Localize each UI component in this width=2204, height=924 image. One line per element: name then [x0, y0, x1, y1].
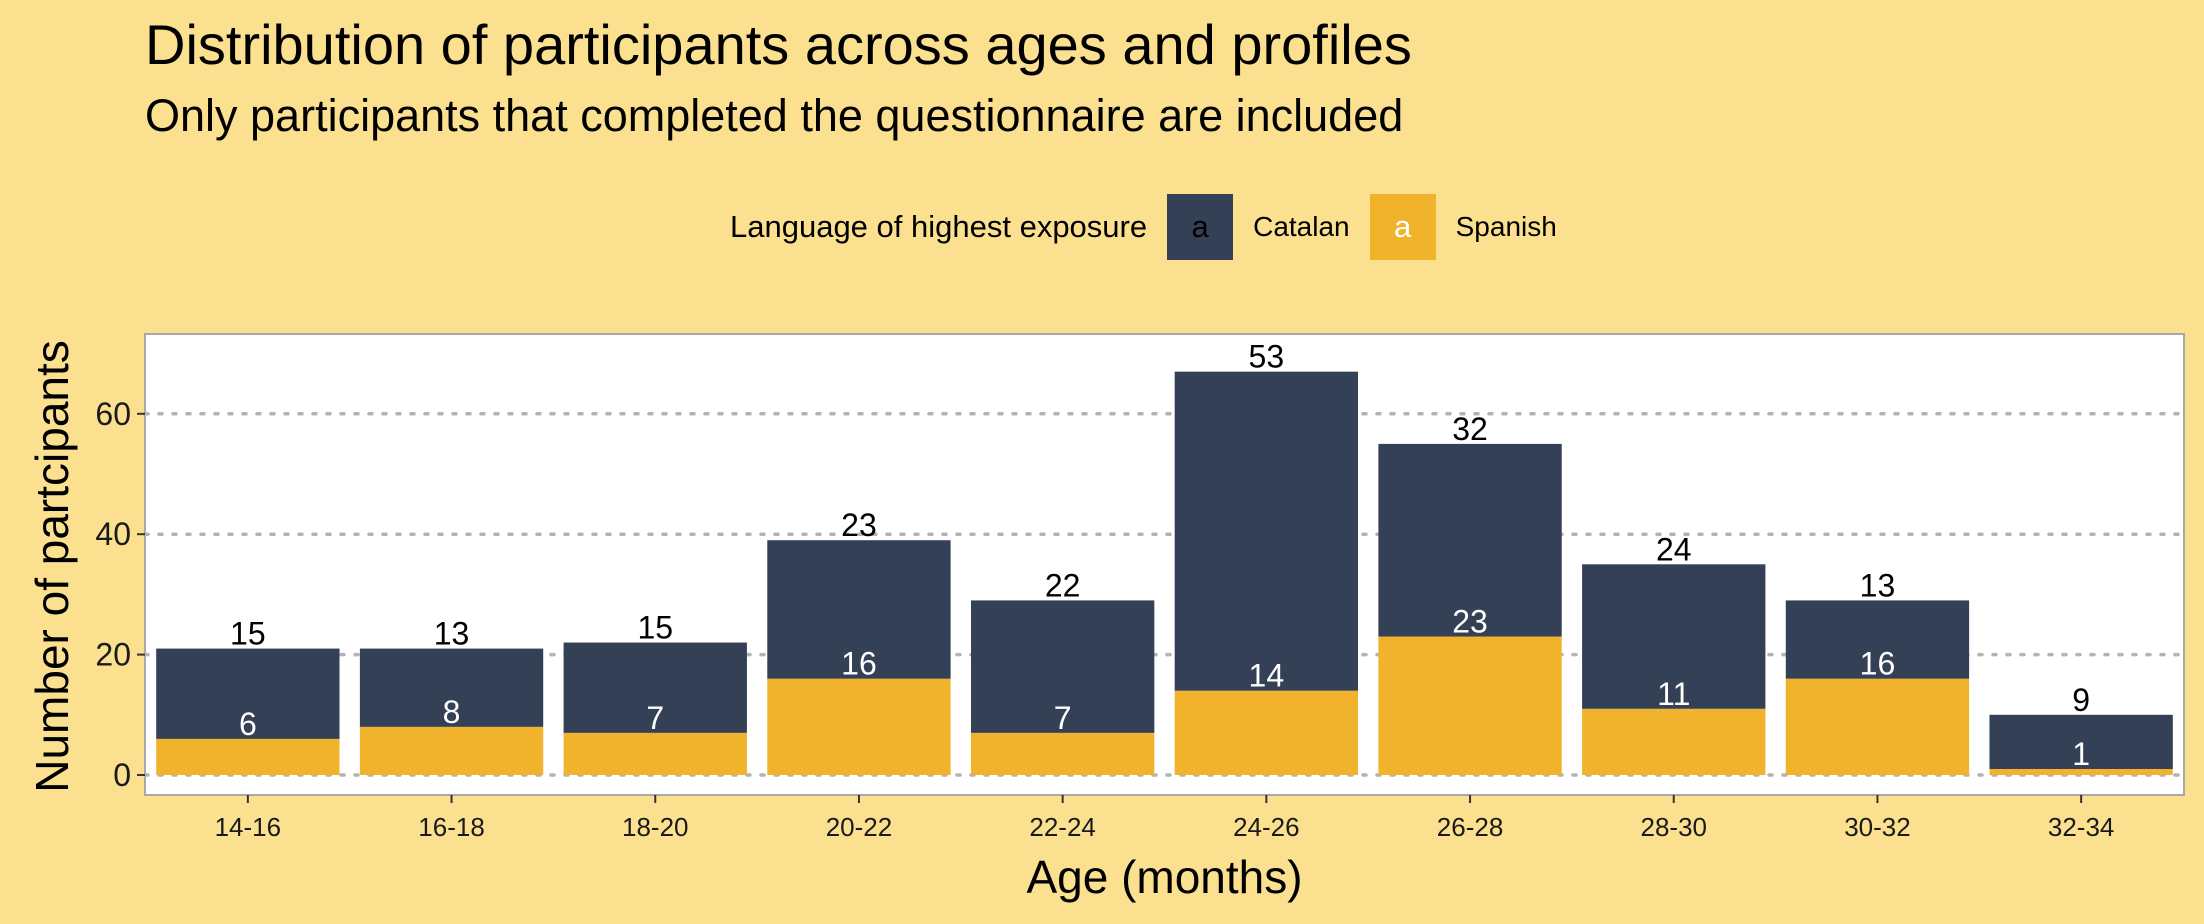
- data-label-catalan: 24: [1656, 531, 1692, 567]
- chart-subtitle: Only participants that completed the que…: [145, 90, 1404, 141]
- x-tick-label: 30-32: [1844, 812, 1911, 842]
- bar-catalan: [563, 642, 747, 733]
- y-tick-label: 0: [113, 757, 131, 793]
- bar-spanish: [1378, 636, 1562, 775]
- x-axis-title: Age (months): [1026, 851, 1302, 903]
- data-label-catalan: 22: [1045, 567, 1081, 603]
- bar-catalan: [1989, 714, 2173, 769]
- data-label-catalan: 53: [1249, 339, 1285, 375]
- bar-spanish: [970, 732, 1155, 775]
- bar-spanish: [1174, 690, 1359, 775]
- bar-catalan: [156, 648, 340, 739]
- x-tick-label: 16-18: [418, 812, 485, 842]
- x-tick-label: 20-22: [826, 812, 893, 842]
- x-tick-label: 24-26: [1233, 812, 1300, 842]
- data-label-catalan: 13: [434, 616, 470, 652]
- data-label-spanish: 7: [646, 700, 664, 736]
- y-tick-label: 20: [95, 637, 131, 673]
- data-label-spanish: 7: [1054, 700, 1072, 736]
- data-label-spanish: 1: [2072, 736, 2090, 772]
- legend: Language of highest exposure a Catalan a…: [730, 193, 1577, 261]
- data-label-catalan: 9: [2072, 682, 2090, 718]
- bar-spanish: [563, 732, 747, 775]
- bar-spanish: [1989, 768, 2173, 775]
- data-label-catalan: 15: [637, 610, 673, 646]
- legend-title: Language of highest exposure: [730, 209, 1148, 244]
- x-tick-label: 32-34: [2048, 812, 2115, 842]
- bar-spanish: [1582, 708, 1766, 775]
- x-tick-label: 22-24: [1029, 812, 1096, 842]
- data-label-spanish: 16: [841, 646, 877, 682]
- x-tick-label: 14-16: [215, 812, 282, 842]
- y-axis-title: Number of partcipants: [26, 340, 78, 793]
- bar-spanish: [156, 738, 340, 775]
- bar-catalan: [359, 648, 544, 727]
- bar-catalan: [1582, 564, 1766, 709]
- data-label-catalan: 32: [1452, 411, 1488, 447]
- bar-catalan: [970, 600, 1155, 733]
- legend-label-catalan: Catalan: [1253, 211, 1350, 242]
- bar-spanish: [359, 726, 544, 775]
- bar-catalan: [1785, 600, 1970, 679]
- y-tick-label: 40: [95, 516, 131, 552]
- bar-catalan: [767, 540, 951, 679]
- data-label-spanish: 23: [1452, 604, 1488, 640]
- x-tick-label: 26-28: [1437, 812, 1504, 842]
- data-label-spanish: 14: [1249, 658, 1285, 694]
- legend-label-spanish: Spanish: [1455, 211, 1557, 242]
- x-tick-label: 18-20: [622, 812, 689, 842]
- data-label-spanish: 11: [1657, 676, 1690, 712]
- bar-spanish: [767, 678, 951, 775]
- bar-catalan: [1174, 371, 1359, 691]
- bar-spanish: [1785, 678, 1970, 775]
- data-label-spanish: 16: [1860, 646, 1896, 682]
- chart-title: Distribution of participants across ages…: [145, 13, 1412, 76]
- data-label-catalan: 15: [230, 616, 266, 652]
- legend-key-spanish: a: [1369, 194, 1436, 260]
- data-label-catalan: 13: [1860, 567, 1896, 603]
- x-tick-label: 28-30: [1641, 812, 1708, 842]
- bar-catalan: [1378, 443, 1562, 637]
- data-label-spanish: 8: [443, 694, 461, 730]
- data-label-spanish: 6: [239, 706, 257, 742]
- data-label-catalan: 23: [841, 507, 877, 543]
- legend-key-catalan: a: [1167, 194, 1234, 260]
- y-tick-label: 60: [95, 396, 131, 432]
